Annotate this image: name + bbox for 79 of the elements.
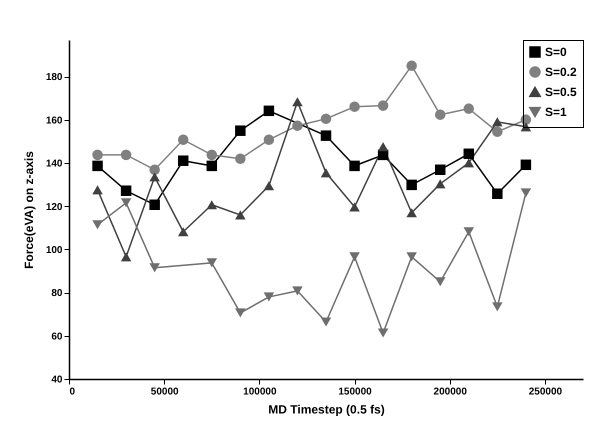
point — [149, 172, 160, 182]
x-tick-label: 50000 — [150, 386, 180, 398]
point — [434, 109, 446, 120]
point — [406, 252, 417, 262]
x-axis-title: MD Timestep (0.5 fs) — [268, 402, 385, 416]
x-tick-label: 200000 — [434, 386, 468, 398]
point — [178, 227, 188, 236]
point — [464, 148, 474, 160]
point — [464, 158, 474, 168]
point — [120, 150, 132, 160]
point — [292, 97, 303, 106]
point — [235, 154, 246, 164]
y-tick-label: 160 — [46, 115, 63, 126]
point — [520, 160, 532, 170]
x-tick-label: 250000 — [528, 386, 563, 398]
point — [92, 220, 103, 230]
point — [292, 286, 303, 296]
y-tick-label: 60 — [51, 331, 63, 342]
point — [178, 155, 188, 166]
point — [206, 258, 218, 268]
point — [292, 120, 303, 131]
point — [520, 188, 532, 198]
point — [406, 208, 417, 218]
point — [149, 164, 160, 176]
y-tick-label: 120 — [46, 202, 63, 213]
point — [434, 164, 446, 176]
point — [492, 302, 503, 312]
point — [235, 210, 246, 220]
legend-label: S=0.2 — [545, 65, 578, 79]
point — [320, 130, 332, 141]
point — [264, 134, 274, 145]
point — [264, 292, 274, 302]
legend-label: S=0.5 — [545, 85, 578, 99]
point — [378, 100, 388, 111]
point — [120, 185, 132, 196]
point — [378, 142, 388, 152]
point — [206, 150, 218, 160]
point — [149, 263, 160, 272]
point — [178, 134, 188, 145]
point — [492, 188, 503, 199]
point — [92, 160, 103, 172]
point — [320, 168, 332, 178]
x-tick-label: 100000 — [243, 386, 277, 398]
point — [120, 198, 132, 208]
point — [206, 160, 218, 172]
point — [92, 185, 103, 194]
point — [492, 117, 503, 126]
point — [264, 181, 274, 190]
point — [320, 317, 332, 327]
point — [235, 125, 246, 136]
y-tick-label: 140 — [46, 158, 63, 170]
x-tick-label: 150000 — [338, 386, 372, 398]
y-tick-label: 80 — [51, 288, 63, 300]
legend-label: S=1 — [545, 105, 568, 119]
y-tick-label: 180 — [46, 72, 63, 84]
y-tick-label: 100 — [46, 244, 63, 256]
point — [320, 114, 332, 124]
y-axis-title: Force(eVA) on z-axis — [22, 150, 36, 269]
y-tick-label: 40 — [51, 374, 63, 386]
point — [264, 106, 274, 116]
point — [406, 180, 417, 190]
legend-label: S=0 — [545, 45, 568, 59]
point — [349, 252, 360, 262]
point — [349, 160, 360, 172]
point — [235, 308, 246, 318]
point — [349, 202, 360, 212]
point — [206, 200, 218, 210]
point — [92, 150, 103, 160]
point — [378, 328, 388, 338]
point — [464, 103, 474, 114]
point — [349, 101, 360, 112]
point — [120, 252, 132, 262]
point — [406, 60, 417, 71]
point — [149, 200, 160, 210]
point — [464, 227, 474, 236]
point — [492, 126, 503, 137]
point — [434, 179, 446, 188]
point — [434, 277, 446, 286]
x-tick-label: 0 — [70, 386, 76, 398]
